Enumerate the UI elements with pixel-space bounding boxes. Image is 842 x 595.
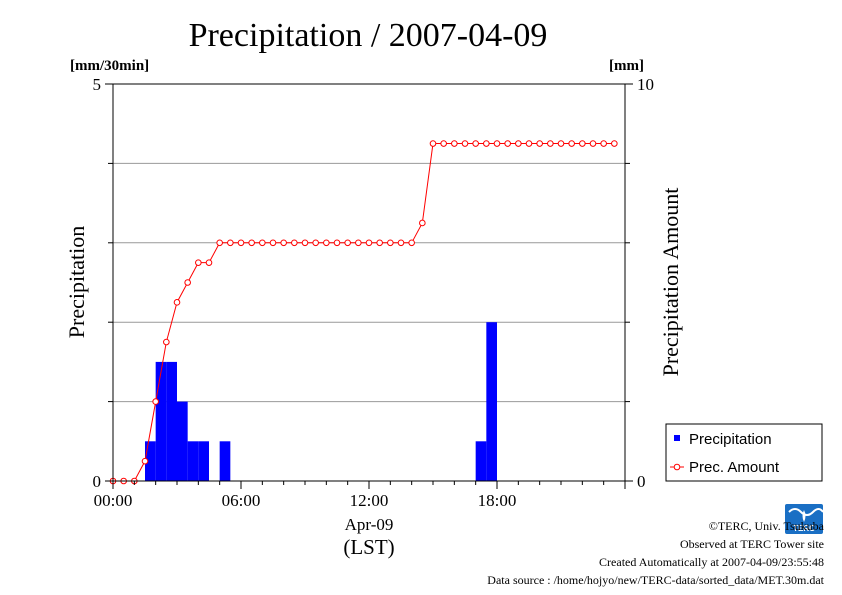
right-tick-label: 0 [637, 472, 646, 491]
precipitation-amount-point [312, 239, 319, 247]
precipitation-amount-point [333, 239, 341, 247]
precipitation-amount-point [429, 140, 437, 147]
precipitation-bar [145, 441, 156, 481]
precipitation-bar [475, 441, 487, 481]
precipitation-amount-point [451, 140, 458, 147]
legend-point-swatch [673, 463, 681, 471]
precipitation-bar [219, 441, 231, 481]
precipitation-amount-point [568, 140, 575, 147]
legend-label-amount: Prec. Amount [689, 459, 780, 476]
right-tick-label: 10 [637, 75, 654, 94]
precipitation-bar [187, 441, 199, 481]
left-axis-unit: [mm/30min] [70, 58, 149, 74]
legend-box [665, 423, 823, 482]
precipitation-amount-point [237, 239, 245, 247]
precipitation-amount-point [493, 140, 501, 147]
precipitation-amount-point [461, 140, 469, 147]
precipitation-amount-point [419, 219, 426, 227]
precipitation-amount-point [291, 239, 298, 247]
terc-logo-wave [788, 508, 824, 516]
precipitation-amount-point [163, 338, 170, 346]
precipitation-bar [486, 322, 497, 481]
precipitation-amount-point [269, 239, 277, 247]
precipitation-bar [166, 361, 177, 481]
precipitation-amount-point [525, 140, 533, 147]
x-tick-label: 18:00 [478, 491, 517, 510]
precipitation-amount-point [216, 239, 223, 247]
precipitation-amount-point [141, 457, 149, 465]
precipitation-amount-point [387, 239, 394, 247]
precipitation-amount-point [589, 140, 597, 147]
plot-area [113, 84, 625, 481]
precipitation-amount-point [376, 239, 383, 247]
x-tick-label: 06:00 [222, 491, 261, 510]
precipitation-amount-point [365, 239, 373, 247]
precipitation-amount-point [408, 239, 415, 247]
left-tick-label: 0 [93, 472, 102, 491]
x-axis-date-label: Apr-09 [345, 515, 394, 534]
observed-text: Observed at TERC Tower site [679, 537, 824, 551]
precipitation-bar [177, 401, 188, 481]
precipitation-bar [155, 361, 167, 481]
x-axis-timezone-label: (LST) [343, 535, 394, 559]
precipitation-amount-point [259, 239, 266, 247]
left-axis-label: Precipitation [64, 226, 89, 338]
precipitation-amount-point [611, 140, 618, 147]
precipitation-amount-point [515, 140, 522, 147]
x-tick-label: 00:00 [94, 491, 133, 510]
terc-logo-text: TERC [793, 524, 815, 533]
precipitation-amount-point [397, 239, 405, 247]
precipitation-amount-point [536, 140, 543, 147]
right-axis-label: Precipitation Amount [658, 188, 683, 377]
precipitation-amount-point [323, 239, 330, 247]
precipitation-amount-point [355, 239, 362, 247]
precipitation-amount-point [579, 140, 586, 147]
precipitation-amount-point [184, 279, 191, 286]
precipitation-amount-point [205, 259, 213, 266]
legend-label-precipitation: Precipitation [689, 431, 772, 448]
precipitation-amount-point [301, 239, 309, 247]
precipitation-amount-point [344, 239, 351, 247]
right-axis-unit: [mm] [609, 58, 644, 74]
created-text: Created Automatically at 2007-04-09/23:5… [599, 555, 824, 569]
precipitation-amount-point [173, 299, 181, 306]
terc-logo-drop [802, 510, 806, 522]
copyright-text: ©TERC, Univ. Tsukuba [708, 519, 824, 533]
left-tick-label: 5 [93, 75, 102, 94]
precipitation-amount-point [483, 140, 490, 147]
precipitation-amount-point [547, 140, 554, 147]
precipitation-amount-point [195, 259, 202, 266]
legend-bar-swatch [674, 435, 680, 441]
precipitation-amount-point [152, 398, 159, 405]
precipitation-amount-point [504, 140, 511, 147]
precipitation-amount-point [280, 239, 287, 247]
precipitation-amount-point [440, 140, 447, 147]
data-source-text: Data source : /home/hojyo/new/TERC-data/… [487, 573, 824, 587]
precipitation-bar [198, 441, 209, 481]
precipitation-amount-point [557, 140, 565, 147]
precipitation-amount-point [472, 140, 479, 147]
precipitation-amount-point [248, 239, 255, 247]
chart-title: Precipitation / 2007-04-09 [189, 17, 548, 54]
precipitation-amount-point [227, 239, 234, 247]
x-tick-label: 12:00 [350, 491, 389, 510]
precipitation-amount-point [600, 140, 607, 147]
